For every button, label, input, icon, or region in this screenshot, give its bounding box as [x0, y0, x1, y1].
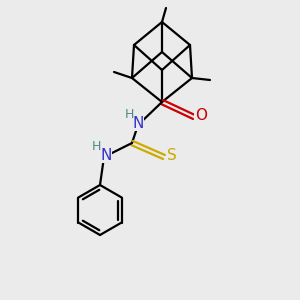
- Text: H: H: [124, 109, 134, 122]
- Text: H: H: [91, 140, 101, 154]
- Text: O: O: [195, 109, 207, 124]
- Text: S: S: [167, 148, 177, 164]
- Text: N: N: [100, 148, 112, 163]
- Text: N: N: [132, 116, 144, 130]
